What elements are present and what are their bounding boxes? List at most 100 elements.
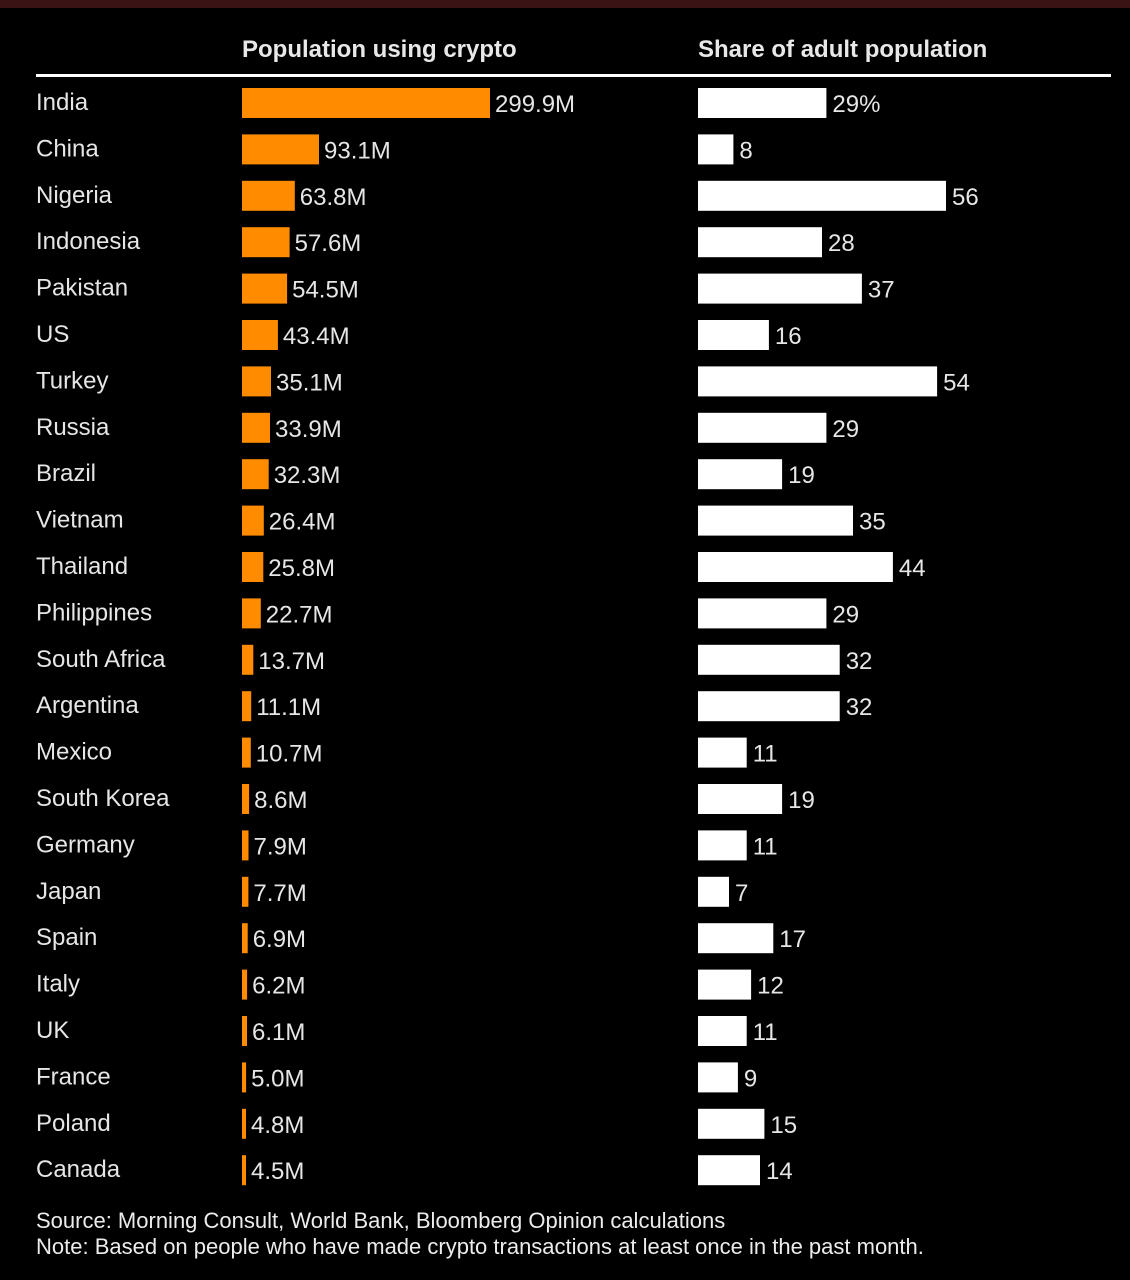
population-bar (242, 1108, 246, 1139)
share-bar (698, 134, 734, 165)
share-value: 54 (943, 369, 970, 396)
share-value: 16 (775, 323, 802, 350)
population-bar (242, 227, 290, 258)
share-bar (698, 459, 783, 490)
population-bar (242, 273, 288, 304)
share-value: 35 (859, 509, 886, 536)
country-label: Japan (36, 878, 101, 905)
row-canada: Canada 4.5M 14 (36, 1155, 793, 1186)
country-label: UK (36, 1017, 69, 1044)
population-bar (242, 784, 250, 814)
country-label: Indonesia (36, 228, 141, 255)
share-bar (698, 412, 827, 443)
population-bar (242, 969, 248, 1000)
population-value: 299.9M (495, 91, 575, 118)
country-label: Brazil (36, 460, 96, 487)
source-note: Source: Morning Consult, World Bank, Blo… (36, 1208, 726, 1233)
country-label: Nigeria (36, 182, 113, 209)
population-value: 10.7M (256, 741, 323, 768)
share-value: 32 (846, 694, 873, 721)
share-bar (698, 366, 938, 397)
population-value: 6.2M (252, 973, 305, 1000)
population-value: 7.9M (254, 833, 307, 860)
population-value: 93.1M (324, 137, 391, 164)
share-value: 29% (832, 91, 880, 118)
share-value: 9 (744, 1065, 757, 1092)
country-label: Mexico (36, 739, 112, 766)
population-value: 4.5M (251, 1158, 304, 1185)
row-spain: Spain 6.9M 17 (36, 923, 806, 954)
share-value: 17 (779, 926, 806, 953)
share-bar (698, 180, 946, 211)
population-bar (242, 320, 278, 350)
population-value: 26.4M (269, 509, 336, 536)
population-value: 6.1M (252, 1019, 305, 1046)
country-label: Spain (36, 924, 97, 951)
share-value: 29 (832, 416, 859, 443)
population-bar (242, 1155, 246, 1186)
share-bar (698, 876, 729, 907)
population-bar (242, 134, 319, 165)
row-japan: Japan 7.7M 7 (36, 876, 748, 907)
population-bar (242, 1062, 247, 1093)
population-bar (242, 644, 254, 675)
row-india: India 299.9M 29% (36, 88, 880, 118)
population-value: 32.3M (274, 462, 341, 489)
share-value: 11 (753, 741, 778, 768)
population-value: 11.1M (256, 694, 321, 721)
share-bar (698, 598, 827, 629)
population-bar (242, 505, 264, 536)
country-label: Vietnam (36, 507, 124, 534)
population-bar (242, 691, 252, 722)
row-south-korea: South Korea 8.6M 19 (36, 784, 815, 814)
country-label: Thailand (36, 553, 128, 580)
share-bar (698, 320, 769, 350)
population-value: 25.8M (268, 555, 335, 582)
share-value: 32 (846, 648, 873, 675)
population-bar (242, 459, 269, 490)
share-column-title: Share of adult population (698, 36, 988, 63)
row-us: US 43.4M 16 (36, 320, 802, 350)
share-bar (698, 1108, 765, 1139)
population-bar (242, 180, 295, 211)
share-value: 8 (739, 137, 752, 164)
row-indonesia: Indonesia 57.6M 28 (36, 227, 855, 258)
share-bar (698, 691, 840, 722)
country-label: US (36, 321, 69, 348)
share-bar (698, 552, 893, 582)
share-value: 28 (828, 230, 855, 257)
population-bar (242, 923, 248, 954)
population-bar (242, 598, 261, 629)
country-label: Italy (36, 971, 80, 998)
population-bar (242, 412, 270, 443)
population-value: 13.7M (258, 648, 325, 675)
population-value: 4.8M (251, 1112, 304, 1139)
row-france: France 5.0M 9 (36, 1062, 757, 1093)
share-value: 11 (753, 833, 778, 860)
share-value: 12 (757, 973, 784, 1000)
row-argentina: Argentina 11.1M 32 (36, 691, 873, 722)
crypto-bar-chart: India 299.9M 29% China 93.1M 8 Nigeria 63.8M 56 I… (36, 88, 979, 1186)
row-turkey: Turkey 35.1M 54 (36, 366, 970, 397)
country-label: Turkey (36, 367, 108, 394)
share-bar (698, 273, 862, 304)
country-label: India (36, 89, 89, 116)
row-germany: Germany 7.9M 11 (36, 830, 778, 861)
population-bar (242, 876, 249, 907)
row-pakistan: Pakistan 54.5M 37 (36, 273, 895, 304)
population-value: 43.4M (283, 323, 350, 350)
population-value: 22.7M (266, 601, 333, 628)
share-bar (698, 1155, 760, 1186)
population-value: 5.0M (251, 1065, 304, 1092)
top-strip (0, 0, 1130, 8)
country-label: South Korea (36, 785, 170, 812)
share-bar (698, 505, 853, 536)
population-value: 35.1M (276, 369, 343, 396)
population-bar (242, 830, 249, 861)
population-bar (242, 366, 271, 397)
country-label: Poland (36, 1110, 111, 1137)
row-vietnam: Vietnam 26.4M 35 (36, 505, 886, 536)
country-label: Russia (36, 414, 110, 441)
population-value: 57.6M (295, 230, 362, 257)
share-bar (698, 1062, 738, 1093)
